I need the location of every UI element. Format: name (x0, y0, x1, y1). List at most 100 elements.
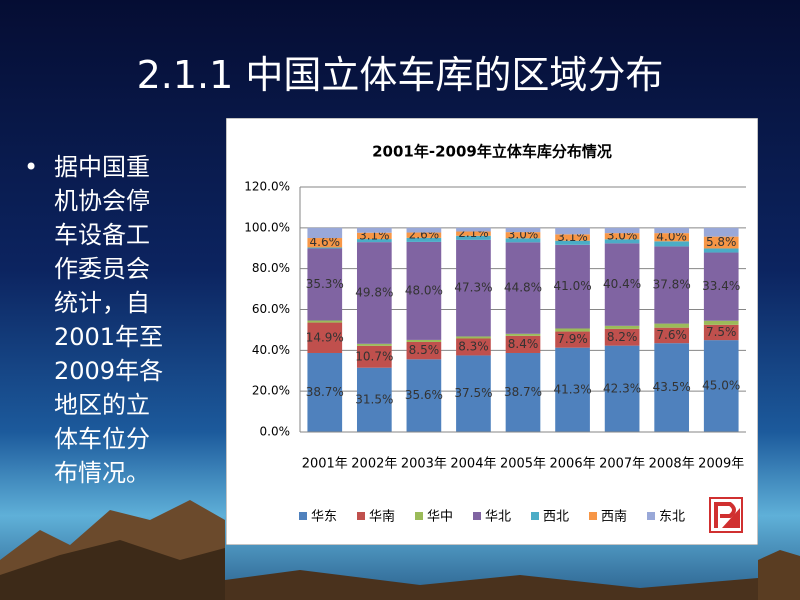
y-tick-label: 100.0% (244, 220, 290, 234)
legend-swatch (589, 512, 597, 520)
bar-segment (456, 239, 491, 337)
data-label: 8.4% (508, 337, 539, 351)
y-tick-label: 20.0% (252, 384, 290, 398)
bar-segment (654, 246, 690, 324)
bar-segment (307, 227, 343, 239)
data-label: 5.8% (706, 235, 737, 249)
data-label: 7.9% (557, 332, 588, 346)
x-tick-label: 2006年 (550, 457, 596, 472)
data-label: 4.0% (656, 230, 687, 244)
bar-segment (703, 248, 739, 253)
legend-label: 华南 (369, 509, 395, 525)
bar-segment (456, 231, 491, 236)
x-tick-label: 2003年 (401, 457, 447, 472)
bar-segment (703, 252, 739, 321)
bullet-text: 据中国重 机协会停 车设备工 作委员会 统计，自 2001年至 2009年各 地区的立 体车位分… (54, 150, 163, 490)
bullet-marker: • (24, 153, 39, 181)
bar-segment (703, 227, 739, 237)
bar-segment (356, 242, 392, 344)
legend-swatch (647, 512, 655, 520)
bullet-line: 车设备工 (54, 221, 150, 249)
bar-segment (406, 227, 442, 233)
data-label: 38.7% (504, 385, 542, 399)
legend-swatch (299, 512, 307, 520)
legend-label: 西南 (601, 509, 627, 525)
bar-segment (406, 339, 442, 342)
bar-segment (505, 232, 541, 239)
legend-label: 西北 (543, 510, 569, 525)
bar-segment (505, 227, 541, 233)
data-label: 8.5% (409, 343, 440, 357)
bar-segment (406, 232, 442, 238)
bar-segment (555, 331, 590, 348)
bar-segment (356, 239, 392, 243)
data-label: 8.3% (458, 339, 489, 353)
legend-swatch (357, 512, 365, 520)
bar-segment (307, 248, 343, 321)
bar-segment (456, 355, 491, 432)
y-tick-label: 120.0% (244, 180, 290, 194)
bar-segment (505, 335, 541, 353)
bar-segment (307, 322, 343, 353)
bar-segment (703, 320, 739, 325)
x-tick-label: 2009年 (698, 457, 744, 472)
bar-segment (406, 341, 442, 360)
x-tick-label: 2001年 (302, 457, 348, 472)
bar-segment (555, 234, 590, 241)
x-tick-label: 2002年 (351, 457, 397, 472)
x-tick-label: 2007年 (599, 457, 645, 472)
bar-segment (505, 242, 541, 334)
bar-segment (703, 236, 739, 249)
bullet-line: 统计，自 (54, 289, 150, 317)
bullet: • 据中国重 机协会停 车设备工 作委员会 统计，自 2001年至 2009年各 地区的立 体车… (24, 150, 163, 490)
bar-segment (654, 233, 690, 242)
bar-segment (505, 333, 541, 336)
bar-segment (307, 352, 343, 432)
data-label: 45.0% (702, 379, 740, 393)
legend-label: 华东 (311, 510, 337, 525)
bar-segment (654, 323, 690, 328)
data-label: 37.5% (454, 386, 492, 400)
bar-segment (604, 233, 640, 240)
bar-segment (555, 347, 590, 432)
bar-segment (456, 227, 491, 232)
bullet-line: 2001年至 (54, 323, 164, 351)
legend-swatch (473, 512, 481, 520)
bar-segment (307, 320, 343, 323)
bar-segment (406, 359, 442, 432)
bullet-line: 体车位分 (54, 425, 150, 453)
legend-swatch (415, 512, 423, 520)
x-tick-label: 2005年 (500, 457, 546, 472)
bar-segment (604, 328, 640, 346)
bar-segment (456, 338, 491, 356)
y-tick-label: 80.0% (252, 261, 290, 275)
bar-segment (604, 243, 640, 326)
mountain (758, 550, 800, 600)
data-label: 7.5% (706, 325, 737, 339)
bullet-line: 作委员会 (54, 255, 150, 283)
data-label: 49.8% (355, 285, 393, 299)
bar-segment (505, 238, 541, 243)
legend-label: 华北 (485, 510, 511, 525)
data-label: 8.2% (607, 330, 638, 344)
bar-segment (307, 238, 343, 248)
data-label: 35.6% (405, 388, 443, 402)
bar-segment (356, 343, 392, 346)
bar-segment (703, 324, 739, 341)
bar-segment (604, 227, 640, 234)
bar-segment (356, 345, 392, 368)
bullet-line: 2009年各 (54, 357, 164, 385)
bar-segment (555, 240, 590, 245)
bar-segment (406, 237, 442, 242)
data-label: 38.7% (306, 385, 344, 399)
bar-segment (456, 336, 491, 339)
data-label: 33.4% (702, 279, 740, 293)
chart-title: 2001年-2009年立体车库分布情况 (372, 143, 612, 161)
data-label: 37.8% (653, 278, 691, 292)
data-label: 14.9% (306, 330, 344, 344)
y-tick-label: 0.0% (260, 425, 291, 439)
bar-segment (356, 232, 392, 240)
bullet-line: 机协会停 (54, 187, 150, 215)
data-label: 31.5% (355, 392, 393, 406)
